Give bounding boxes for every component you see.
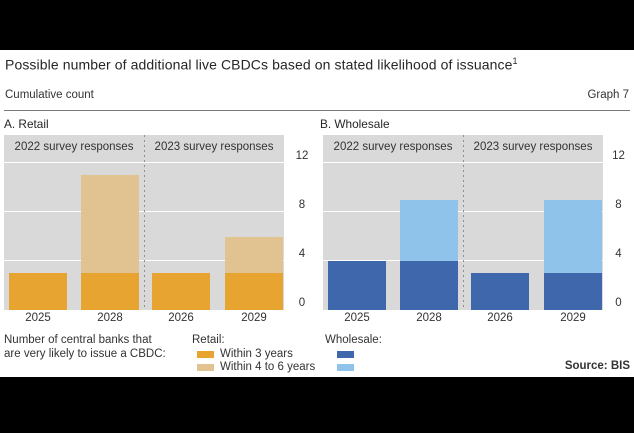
bar-2029 <box>544 199 602 310</box>
section-label-2022: 2022 survey responses <box>333 141 453 153</box>
footnote-text: Number of central banks that are very li… <box>4 334 166 361</box>
bar-segment-2026-wholesale_within_3y <box>471 273 529 310</box>
retail-within-4-6y-label: Within 4 to 6 years <box>220 361 316 373</box>
bar-2025 <box>9 273 67 310</box>
y-tick-label-0: 0 <box>298 297 306 309</box>
bar-2025 <box>328 261 386 310</box>
retail-within-4-6y-swatch <box>197 364 214 372</box>
footnote-line-2: are very likely to issue a CBDC: <box>4 347 166 360</box>
bar-segment-2029-wholesale_within_4_6y <box>544 199 602 274</box>
bar-segment-2025-retail_within_3y <box>9 273 67 310</box>
wholesale-legend-item-within-4-6y <box>325 361 382 375</box>
x-tick-label-2025: 2025 <box>25 312 51 324</box>
bar-2029 <box>225 236 283 310</box>
units-label: Cumulative count <box>5 89 94 101</box>
bottom-black-bar <box>0 377 634 433</box>
footnote-line-1: Number of central banks that <box>4 334 152 346</box>
graph-number-label: Graph 7 <box>587 89 629 101</box>
top-black-bar <box>0 0 634 50</box>
retail-plot-area: 2022 survey responses 2023 survey respons… <box>4 135 284 310</box>
bar-segment-2029-retail_within_4_6y <box>225 236 283 274</box>
wholesale-legend: Wholesale: <box>325 334 382 375</box>
chart-title-text: Possible number of additional live CBDCs… <box>5 56 513 73</box>
x-tick-label-2028: 2028 <box>416 312 442 324</box>
x-tick-label-2025: 2025 <box>344 312 370 324</box>
bar-segment-2025-wholesale_within_3y <box>328 261 386 310</box>
section-label-2022: 2022 survey responses <box>14 141 134 153</box>
bar-segment-2029-wholesale_within_3y <box>544 273 602 310</box>
section-label-2023: 2023 survey responses <box>473 141 593 153</box>
wholesale-within-4-6y-swatch <box>337 364 354 372</box>
bar-segment-2029-retail_within_3y <box>225 273 283 310</box>
footnote-marker: 1 <box>512 56 518 66</box>
retail-legend-item-within-4-6y: Within 4 to 6 years <box>192 361 315 375</box>
y-tick-label-8: 8 <box>615 199 622 211</box>
x-tick-label-2029: 2029 <box>241 312 267 324</box>
wholesale-y-axis: 0 4 8 12 <box>603 135 634 310</box>
survey-divider-dotted-line <box>144 135 145 310</box>
section-label-2023: 2023 survey responses <box>154 141 274 153</box>
wholesale-legend-item-within-3y <box>325 348 382 362</box>
y-tick-label-12: 12 <box>295 150 309 162</box>
panel-b-title: B. Wholesale <box>320 117 390 131</box>
bar-segment-2028-wholesale_within_4_6y <box>400 199 458 261</box>
wholesale-legend-title: Wholesale: <box>325 334 382 346</box>
bar-2026 <box>471 273 529 310</box>
retail-x-axis: 2025 2028 2026 2029 <box>4 312 284 326</box>
bar-2028 <box>81 175 139 310</box>
retail-legend: Retail: Within 3 years Within 4 to 6 yea… <box>192 334 315 375</box>
retail-within-3y-swatch <box>197 350 214 358</box>
y-tick-label-12: 12 <box>612 150 625 162</box>
retail-legend-item-within-3y: Within 3 years <box>192 348 315 362</box>
y-tick-label-8: 8 <box>298 199 306 211</box>
retail-within-3y-label: Within 3 years <box>220 347 293 360</box>
chart-title: Possible number of additional live CBDCs… <box>5 56 518 73</box>
survey-divider-dotted-line <box>463 135 464 310</box>
x-tick-label-2026: 2026 <box>487 312 513 324</box>
bar-2028 <box>400 199 458 310</box>
wholesale-x-axis: 2025 2028 2026 2029 <box>323 312 603 326</box>
bar-segment-2028-retail_within_4_6y <box>81 175 139 274</box>
panel-a-title: A. Retail <box>4 117 49 131</box>
x-tick-label-2028: 2028 <box>97 312 123 324</box>
chart-card: Possible number of additional live CBDCs… <box>0 50 634 377</box>
subtitle-row: Cumulative count Graph 7 <box>5 89 629 103</box>
bar-segment-2028-wholesale_within_3y <box>400 261 458 310</box>
y-tick-label-0: 0 <box>615 297 622 309</box>
x-tick-label-2026: 2026 <box>168 312 194 324</box>
header-divider-line <box>4 110 630 111</box>
retail-legend-title: Retail: <box>192 334 225 346</box>
bar-2026 <box>152 273 210 310</box>
retail-y-axis: 0 4 8 12 <box>284 135 320 310</box>
source-label: Source: BIS <box>564 360 630 372</box>
y-tick-label-4: 4 <box>298 248 306 260</box>
wholesale-plot-area: 2022 survey responses 2023 survey respons… <box>323 135 603 310</box>
x-tick-label-2029: 2029 <box>560 312 586 324</box>
wholesale-within-3y-swatch <box>337 350 354 358</box>
y-tick-label-4: 4 <box>615 248 622 260</box>
bar-segment-2028-retail_within_3y <box>81 273 139 310</box>
bar-segment-2026-retail_within_3y <box>152 273 210 310</box>
